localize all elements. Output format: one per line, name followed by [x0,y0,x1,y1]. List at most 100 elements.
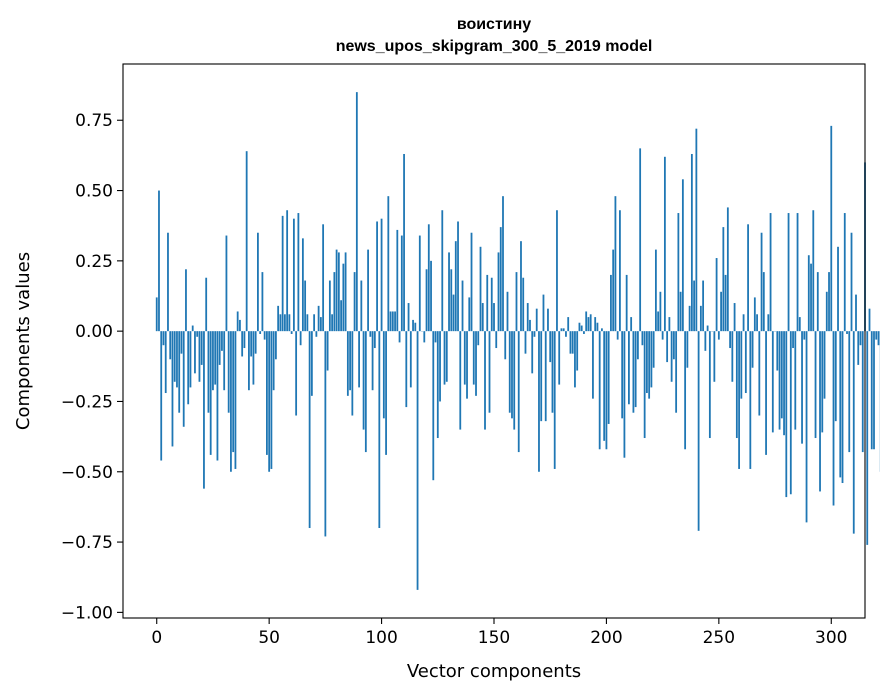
bar-197 [598,331,601,450]
bar-209 [625,274,628,332]
bar-81 [337,252,340,332]
bar-269 [760,232,763,332]
bar-270 [762,272,765,332]
bar-289 [805,331,808,523]
bar-83 [342,263,345,332]
bar-26 [214,331,217,385]
bar-241 [697,331,700,531]
bar-0 [155,297,158,332]
bar-288 [803,331,806,340]
bar-164 [524,331,527,354]
bar-154 [502,196,504,332]
bar-130 [448,252,450,332]
bar-43 [252,331,255,385]
bar-218 [645,331,648,394]
bar-89 [355,92,358,332]
bar-176 [551,331,554,413]
bar-142 [475,331,477,396]
bar-125 [436,331,439,439]
bar-228 [668,317,671,332]
bar-6 [169,331,172,360]
bar-155 [504,331,507,360]
bar-201 [607,331,610,424]
bar-305 [841,331,844,484]
bar-255 [729,331,731,349]
bar-73 [319,317,322,332]
bar-72 [317,305,320,332]
plot-frame [122,63,866,619]
bar-311 [855,294,857,332]
bar-313 [859,331,862,346]
bar-65 [301,238,304,332]
bar-236 [686,331,689,368]
bar-103 [387,196,390,332]
bar-292 [812,210,815,332]
bar-110 [403,153,405,332]
bar-50 [268,331,271,472]
bar-19 [198,331,201,382]
bar-250 [717,331,720,340]
bar-131 [450,269,453,332]
bar-261 [742,314,745,332]
bar-245 [706,325,709,332]
bar-298 [825,291,828,332]
bar-101 [382,331,385,419]
bar-244 [704,331,707,351]
bar-139 [468,297,471,332]
bar-265 [751,331,754,368]
bar-31 [225,235,228,332]
bar-2 [160,331,163,461]
x-tick-label: 250 [703,628,735,648]
bar-231 [675,331,678,413]
bar-227 [666,331,669,363]
bar-64 [299,331,302,346]
bar-183 [567,317,570,332]
x-tick-label: 100 [365,628,397,648]
bar-80 [335,249,338,332]
bar-181 [562,328,565,332]
bar-59 [288,314,291,332]
bar-33 [230,331,232,472]
bar-23 [207,331,210,413]
bar-278 [780,331,783,419]
bar-107 [396,229,399,332]
bar-230 [672,331,675,360]
bar-309 [850,232,853,332]
bar-308 [848,331,851,453]
bar-283 [792,331,794,349]
bar-108 [398,331,401,343]
bar-8 [173,331,176,382]
bar-102 [385,331,387,455]
bar-99 [378,331,381,529]
bar-140 [470,232,473,332]
bar-42 [250,331,253,357]
bar-234 [681,179,684,332]
bar-191 [585,311,588,332]
bar-100 [380,218,383,332]
bar-126 [439,331,441,402]
bar-78 [331,314,334,332]
bar-239 [693,280,696,332]
bar-277 [778,331,781,430]
bar-195 [594,317,597,332]
bar-4 [164,331,167,394]
bar-319 [873,331,875,450]
bar-96 [371,331,374,391]
bar-34 [232,331,235,453]
bar-28 [218,331,221,365]
bar-215 [639,148,642,332]
bar-240 [695,128,698,332]
bar-221 [652,331,655,368]
y-axis-ticks: −1.00 −0.75 −0.50 −0.25 0.00 0.25 0.50 0.75 [61,111,123,623]
bar-214 [637,331,639,360]
bar-56 [281,215,284,332]
bar-280 [785,331,788,498]
bar-22 [205,277,208,332]
bar-25 [212,331,214,391]
bar-256 [731,331,734,382]
bar-178 [556,210,558,332]
y-tick-label: 0.00 [75,322,113,342]
bar-137 [463,331,466,385]
bar-163 [522,277,525,332]
bar-295 [819,331,821,492]
